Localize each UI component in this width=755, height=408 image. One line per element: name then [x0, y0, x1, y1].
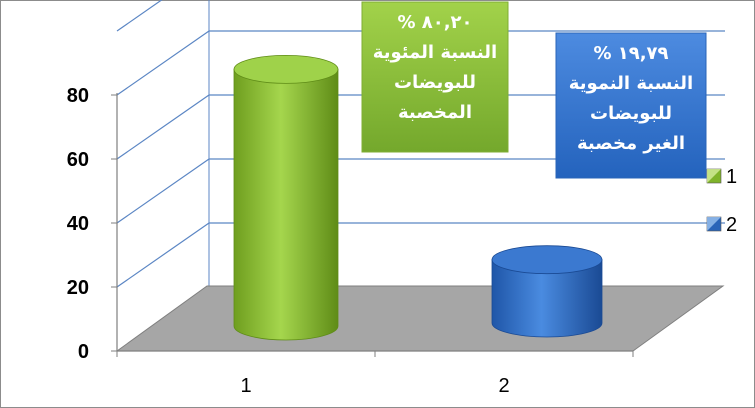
x-tick-label: 2 — [498, 375, 509, 397]
data-label-line: المخصبة — [398, 102, 472, 123]
x-tick-label: 1 — [240, 375, 251, 397]
y-tick-label: 0 — [78, 341, 89, 363]
legend-label: 1 — [726, 166, 737, 188]
chart-floor — [115, 285, 725, 352]
data-label-box — [361, 1, 509, 153]
data-label-line: للبويضات — [394, 72, 476, 93]
data-label-line: النسبة النموية — [569, 73, 693, 94]
cylinder-body — [233, 68, 339, 341]
data-label-line: للبويضات — [590, 103, 672, 124]
y-tick-label: 20 — [67, 277, 89, 299]
data-label-1: % ٨٠,٢٠ النسبة المئوية للبويضات المخصبة — [361, 1, 509, 153]
gridline-side — [116, 30, 210, 96]
data-label-line: % ١٩,٧٩ — [593, 43, 668, 64]
data-label-line: النسبة المئوية — [373, 42, 497, 63]
cylinder-top — [491, 245, 603, 275]
gridline-side — [116, 158, 210, 224]
y-tick-label: 60 — [67, 149, 89, 171]
data-label-2: % ١٩,٧٩ النسبة النموية للبويضات الغير مخصبة — [555, 32, 707, 179]
data-label-line: % ٨٠,٢٠ — [397, 12, 472, 33]
gridline-side — [116, 94, 210, 160]
gridline-side — [116, 222, 210, 288]
y-tick-label: 80 — [67, 85, 89, 107]
data-label-box — [555, 32, 707, 179]
legend-item-2: 2 — [706, 214, 737, 236]
cylinder-top — [233, 54, 339, 84]
legend-label: 2 — [726, 214, 737, 236]
gridline-side — [116, 0, 163, 32]
data-label-line: الغير مخصبة — [577, 133, 685, 154]
legend-swatch-highlight — [707, 217, 721, 231]
legend-item-1: 1 — [706, 166, 737, 188]
bar-1 — [233, 54, 339, 341]
cylinder-body — [491, 259, 603, 338]
legend-swatch-highlight — [707, 169, 721, 183]
y-tick-label: 40 — [67, 213, 89, 235]
bar-2 — [491, 245, 603, 338]
